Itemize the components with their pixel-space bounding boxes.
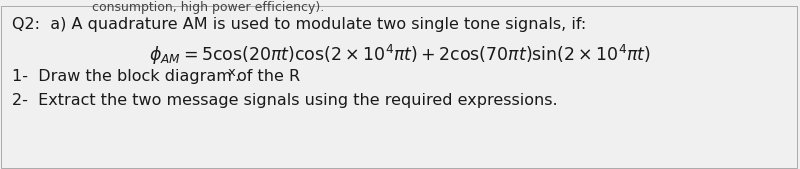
FancyBboxPatch shape <box>1 6 797 168</box>
Text: 1-  Draw the block diagram of the R: 1- Draw the block diagram of the R <box>12 69 300 84</box>
Text: consumption, high power efficiency).: consumption, high power efficiency). <box>92 1 324 14</box>
Text: $\phi_{AM} = 5\cos(20\pi t)\cos(2 \times 10^4\pi t) + 2\cos(70\pi t)\sin(2 \time: $\phi_{AM} = 5\cos(20\pi t)\cos(2 \times… <box>149 43 651 67</box>
Text: x: x <box>227 66 235 79</box>
Text: .: . <box>234 69 239 84</box>
Text: 2-  Extract the two message signals using the required expressions.: 2- Extract the two message signals using… <box>12 93 558 108</box>
Text: Q2:  a) A quadrature AM is used to modulate two single tone signals, if:: Q2: a) A quadrature AM is used to modula… <box>12 17 586 32</box>
